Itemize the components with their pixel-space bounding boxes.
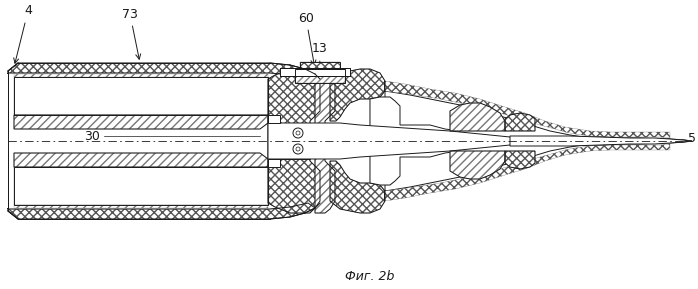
Circle shape [293, 128, 303, 138]
Polygon shape [370, 97, 395, 185]
Text: 5: 5 [688, 131, 696, 144]
Circle shape [296, 131, 300, 135]
Text: Фиг. 2b: Фиг. 2b [346, 271, 394, 284]
Polygon shape [315, 69, 335, 213]
Polygon shape [268, 123, 310, 159]
Polygon shape [14, 205, 268, 208]
Polygon shape [385, 81, 670, 201]
Bar [14, 77, 268, 115]
Text: 30: 30 [84, 129, 100, 142]
Polygon shape [8, 63, 315, 79]
Bar [300, 62, 340, 69]
Polygon shape [450, 151, 505, 179]
Text: 4: 4 [14, 5, 32, 63]
Polygon shape [450, 103, 505, 131]
Text: 13: 13 [312, 42, 328, 193]
Text: 60: 60 [298, 12, 316, 65]
Polygon shape [505, 151, 535, 169]
Polygon shape [370, 97, 460, 185]
Bar [268, 115, 280, 123]
Polygon shape [14, 115, 268, 129]
Polygon shape [385, 144, 670, 201]
Circle shape [293, 144, 303, 154]
Polygon shape [268, 123, 692, 159]
Polygon shape [385, 81, 670, 138]
Bar [300, 62, 340, 69]
Polygon shape [268, 69, 320, 213]
Polygon shape [505, 113, 535, 131]
Bar [280, 68, 350, 76]
Bar [295, 69, 345, 83]
Polygon shape [540, 137, 692, 145]
Polygon shape [14, 153, 268, 167]
Polygon shape [14, 74, 268, 77]
Polygon shape [8, 203, 315, 219]
Bar [14, 167, 268, 205]
Bar [14, 167, 268, 205]
Circle shape [296, 147, 300, 151]
Text: 73: 73 [122, 8, 141, 59]
Bar [268, 159, 280, 167]
Bar [295, 69, 345, 83]
Polygon shape [330, 161, 385, 213]
Polygon shape [510, 136, 690, 146]
Polygon shape [330, 69, 385, 121]
Bar [14, 77, 268, 115]
